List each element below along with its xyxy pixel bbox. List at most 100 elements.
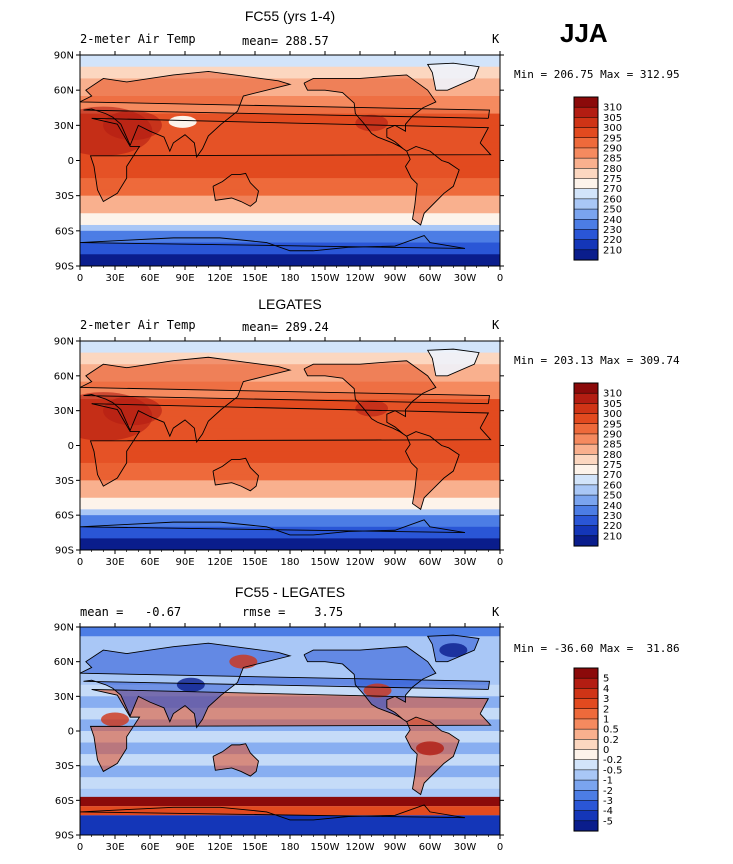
- lat-label: 60S: [55, 226, 74, 237]
- heatmap-band: [80, 219, 500, 226]
- lat-label: 30N: [54, 692, 74, 703]
- heatmap-band: [80, 341, 500, 348]
- heatmap-band: [80, 189, 500, 197]
- colorbar-swatch: [573, 198, 599, 210]
- coastline: [80, 70, 491, 159]
- heatmap-band: [80, 201, 500, 208]
- colorbar-label: 230: [603, 511, 622, 522]
- lat-label: 90N: [54, 337, 74, 348]
- lat-label: 60N: [54, 371, 74, 382]
- heatmap-band: [80, 684, 500, 697]
- heatmap-band: [80, 370, 500, 377]
- heatmap-band: [80, 503, 500, 510]
- heatmap-band: [80, 627, 500, 637]
- colorbar-swatch: [573, 229, 599, 241]
- lon-label: 180: [280, 842, 299, 853]
- heatmap-band: [80, 451, 500, 458]
- panel2-minmax: Min = 203.13 Max = 309.74: [514, 354, 680, 367]
- lon-label: 150E: [242, 273, 267, 284]
- land-shading: [80, 71, 490, 157]
- lat-label: 90S: [55, 546, 74, 557]
- colorbar-swatch: [573, 219, 599, 230]
- hot-region: [355, 114, 388, 132]
- colorbar-swatch: [573, 484, 599, 496]
- land-shading: [405, 717, 460, 795]
- heatmap-band: [80, 213, 500, 220]
- heatmap-band: [80, 439, 500, 447]
- coastline: [89, 117, 492, 203]
- lat-label: 90N: [54, 51, 74, 62]
- colorbar-label: 280: [603, 164, 622, 175]
- coastline: [89, 688, 492, 773]
- lon-label: 180: [280, 557, 299, 568]
- lon-label: 30W: [454, 557, 477, 568]
- colorbar-swatch: [573, 403, 599, 415]
- panel1-mean: mean= 288.57: [242, 34, 329, 48]
- lon-label: 120E: [207, 557, 232, 568]
- lon-label: 180: [280, 273, 299, 284]
- coastline: [80, 642, 491, 729]
- colorbar-label: 270: [603, 184, 622, 195]
- land-shading: [304, 360, 436, 437]
- colorbar-swatch: [573, 96, 599, 108]
- colorbar-label: 220: [603, 521, 622, 532]
- lat-label: 60N: [54, 657, 74, 668]
- colorbar-swatch: [573, 749, 599, 761]
- lon-label: 150E: [242, 557, 267, 568]
- colorbar-label: 270: [603, 470, 622, 481]
- lon-label: 0: [77, 557, 83, 568]
- colorbar-swatch: [573, 249, 599, 261]
- heatmap-band: [80, 520, 500, 528]
- coastline: [212, 457, 259, 492]
- colorbar-swatch: [573, 474, 599, 486]
- colorbar-label: -4: [603, 806, 613, 817]
- colorbar-label: 240: [603, 501, 622, 512]
- lat-label: 30N: [54, 121, 74, 132]
- heatmap-band: [80, 796, 500, 807]
- lat-label: 60N: [54, 86, 74, 97]
- lon-label: 60W: [419, 557, 442, 568]
- panel3-minmax: Min = -36.60 Max = 31.86: [514, 642, 680, 655]
- colorbar-label: 0: [603, 745, 609, 756]
- lon-label: 90W: [384, 273, 407, 284]
- colorbar-label: 210: [603, 531, 622, 542]
- lon-label: 90E: [175, 842, 194, 853]
- lon-label: 150W: [311, 557, 340, 568]
- colorbar-label: 3: [603, 694, 609, 705]
- heatmap-band: [80, 777, 500, 789]
- colorbar-label: -5: [603, 816, 613, 827]
- colorbar-swatch: [573, 188, 599, 200]
- heatmap-band: [80, 457, 500, 464]
- colorbar-label: 2: [603, 704, 609, 715]
- colorbar-label: 285: [603, 440, 622, 451]
- heatmap-band: [80, 742, 500, 755]
- colorbar-swatch: [573, 708, 599, 720]
- colorbar-label: 4: [603, 684, 609, 695]
- colorbar-swatch: [573, 413, 599, 425]
- lon-label: 120W: [346, 557, 375, 568]
- colorbar-label: 250: [603, 491, 622, 502]
- colorbar-swatch: [573, 392, 599, 404]
- colorbar-swatch: [573, 423, 599, 435]
- coastline: [426, 62, 480, 91]
- land-shading: [213, 458, 259, 491]
- heatmap-band: [80, 491, 500, 499]
- colorbar-swatch: [573, 779, 599, 791]
- land-shading: [405, 431, 460, 510]
- heatmap-band: [80, 84, 500, 91]
- land-shading: [213, 743, 259, 777]
- heatmap-band: [80, 480, 500, 487]
- coastline: [426, 348, 480, 377]
- colorbar-swatch: [573, 515, 599, 527]
- lon-label: 30W: [454, 273, 477, 284]
- colorbar-swatch: [573, 677, 599, 689]
- coastline: [89, 403, 492, 487]
- colorbar-1: 3103053002952902852802752702602502402302…: [573, 96, 622, 261]
- colorbar-swatch: [573, 739, 599, 751]
- land-shading: [427, 349, 479, 376]
- heatmap-band: [80, 474, 500, 481]
- heatmap-band: [80, 66, 500, 74]
